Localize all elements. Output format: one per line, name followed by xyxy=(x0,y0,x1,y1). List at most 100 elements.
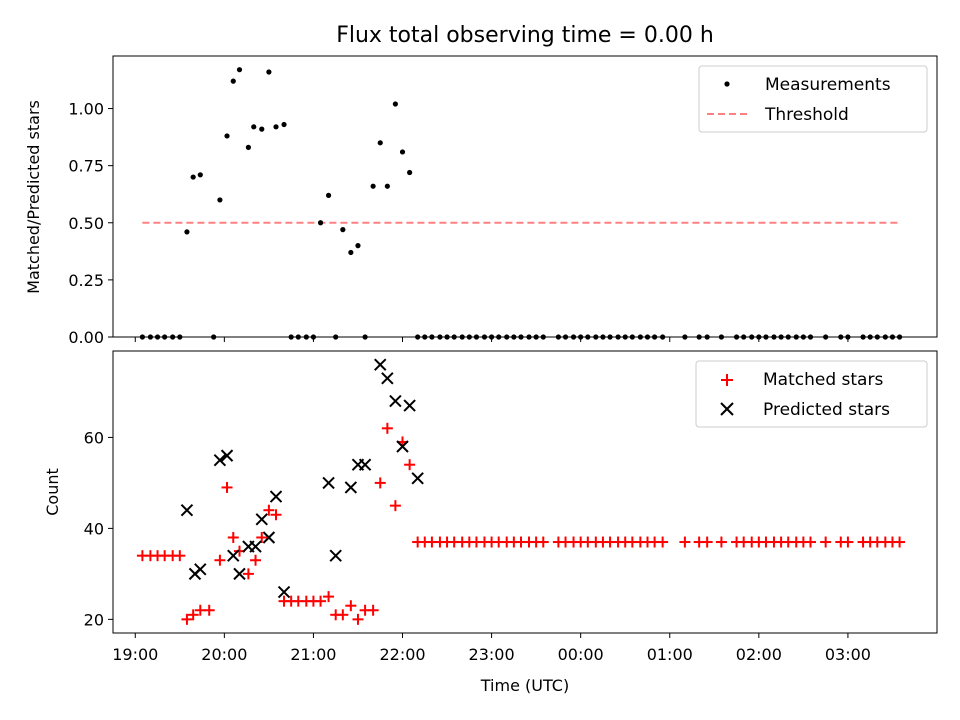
legend-predicted-marker xyxy=(720,402,734,416)
predicted-star-point xyxy=(411,472,424,485)
measurement-point xyxy=(384,183,390,189)
predicted-star-point xyxy=(322,476,335,490)
measurement-point xyxy=(266,69,272,75)
predicted-star-point xyxy=(381,372,394,385)
matched-star-point xyxy=(187,609,199,621)
measurement-point xyxy=(230,78,236,84)
measurement-point xyxy=(317,220,324,226)
bottom-axes-frame xyxy=(112,350,938,634)
measurement-point xyxy=(392,101,398,107)
top-y-tick-label: 0.75 xyxy=(68,157,104,176)
top-x-axis-ticks xyxy=(134,337,849,342)
matched-star-point xyxy=(337,609,349,621)
predicted-star-point xyxy=(269,490,283,503)
bottom-x-tick-label: 19:00 xyxy=(112,645,158,664)
matched-star-point xyxy=(203,604,215,616)
predicted-star-point xyxy=(220,449,234,462)
measurement-point xyxy=(348,249,354,256)
predicted-star-point xyxy=(344,481,358,494)
measurement-point xyxy=(355,243,361,249)
bottom-x-tick-label: 00:00 xyxy=(558,645,604,664)
measurement-point xyxy=(224,133,230,139)
top-y-tick-label: 0.00 xyxy=(68,328,104,347)
measurement-point xyxy=(184,229,190,235)
predicted-star-point xyxy=(358,458,372,471)
matched-star-point xyxy=(374,477,386,489)
bottom-x-tick-label: 23:00 xyxy=(469,645,515,664)
top-plot-area xyxy=(139,67,903,340)
bottom-x-tick-label: 01:00 xyxy=(647,645,693,664)
measurement-point xyxy=(236,67,243,73)
matched-star-point xyxy=(701,536,713,548)
legend-measurements-label: Measurements xyxy=(765,75,891,95)
measurement-point xyxy=(197,172,203,178)
top-y-tick-label: 1.00 xyxy=(68,100,104,119)
matched-star-point xyxy=(323,591,335,603)
predicted-star-point xyxy=(277,585,291,599)
bottom-y-axis-label: Count xyxy=(43,468,62,516)
measurement-point xyxy=(399,149,406,155)
predicted-star-point xyxy=(389,394,402,408)
predicted-star-point xyxy=(227,549,240,562)
matched-star-point xyxy=(715,536,727,548)
bottom-x-tick-label: 22:00 xyxy=(379,645,425,664)
matched-star-point xyxy=(250,554,262,566)
measurement-point xyxy=(217,197,223,203)
legend-measurements-marker xyxy=(724,81,730,87)
measurement-point xyxy=(251,124,257,130)
bottom-legend-box xyxy=(695,360,928,428)
matched-star-point xyxy=(805,536,817,548)
matched-star-point xyxy=(227,531,239,543)
measurement-point xyxy=(370,183,376,189)
bottom-plot-area xyxy=(136,358,906,625)
matched-star-point xyxy=(256,531,268,543)
measurement-point xyxy=(340,227,346,233)
bottom-y-axis-ticks: 20 40 60 xyxy=(84,428,113,629)
measurement-point xyxy=(281,121,287,128)
matched-star-point xyxy=(367,604,379,616)
measurement-point xyxy=(377,140,383,146)
matched-star-point xyxy=(389,500,401,512)
matched-star-point xyxy=(263,504,275,516)
matched-star-point xyxy=(657,536,669,548)
matched-star-point xyxy=(381,422,393,434)
matched-star-point xyxy=(894,536,906,548)
top-y-axis-label: Matched/Predicted stars xyxy=(24,100,43,294)
top-y-axis-ticks: 0.00 0.25 0.50 0.75 1.00 xyxy=(68,100,113,347)
matched-star-point xyxy=(679,536,691,548)
top-legend: Measurements Threshold xyxy=(698,65,928,133)
matched-star-point xyxy=(242,568,254,580)
measurement-point xyxy=(325,192,332,198)
matched-star-point xyxy=(181,613,193,625)
predicted-star-point xyxy=(249,540,262,553)
predicted-star-point xyxy=(213,453,227,467)
bottom-x-axis-ticks: 19:00 20:00 21:00 22:00 23:00 00:00 01:00 02:00… xyxy=(112,633,871,664)
matched-star-point xyxy=(537,536,549,548)
matched-star-point xyxy=(221,481,233,493)
predicted-star-point xyxy=(194,563,207,576)
legend-predicted-label: Predicted stars xyxy=(763,400,890,420)
chart-title: Flux total observing time = 0.00 h xyxy=(336,23,714,48)
bottom-x-tick-label: 20:00 xyxy=(201,645,247,664)
top-legend-box xyxy=(698,65,928,133)
matched-star-point xyxy=(214,554,226,566)
bottom-x-tick-label: 02:00 xyxy=(736,645,782,664)
predicted-star-point xyxy=(374,358,387,371)
bottom-y-tick-label: 20 xyxy=(84,610,104,629)
bottom-panel: 20 40 60 19:00 20:00 21:00 22:00 23:00 00:00 01:… xyxy=(43,350,938,695)
top-y-tick-label: 0.50 xyxy=(68,214,104,233)
legend-threshold-label: Threshold xyxy=(764,105,849,125)
matched-star-point xyxy=(842,536,854,548)
measurement-point xyxy=(259,126,265,132)
legend-matched-marker xyxy=(721,374,733,386)
predicted-star-point xyxy=(403,399,416,412)
measurement-point xyxy=(190,174,196,180)
predicted-star-point xyxy=(180,503,194,517)
legend-matched-label: Matched stars xyxy=(763,370,883,390)
predicted-star-point xyxy=(255,513,268,526)
predicted-star-point xyxy=(329,549,342,562)
bottom-y-tick-label: 40 xyxy=(84,519,104,538)
measurement-point xyxy=(273,124,279,130)
bottom-x-tick-label: 21:00 xyxy=(290,645,336,664)
